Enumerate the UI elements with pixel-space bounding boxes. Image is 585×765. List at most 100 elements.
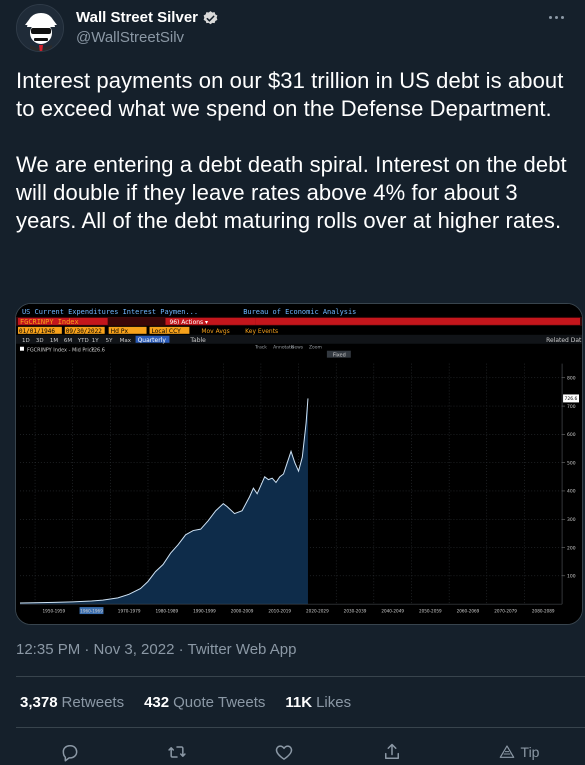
y-tick-label: 300 xyxy=(567,517,576,523)
x-tick-label: 2070-2079 xyxy=(494,609,517,614)
y-tick-label: 600 xyxy=(567,432,576,438)
price-field: Hd Px xyxy=(111,328,129,335)
display-name-row: Wall Street Silver xyxy=(76,8,219,28)
period-button-1d: 1D xyxy=(22,338,30,344)
period-button-ytd: YTD xyxy=(77,338,89,344)
retweets-stat[interactable]: 3,378 Retweets xyxy=(20,693,124,713)
x-tick-label: 2060-2069 xyxy=(457,609,480,614)
tweet-media-chart[interactable]: US Current Expenditures Interest Paymen.… xyxy=(15,303,583,625)
divider xyxy=(16,727,585,728)
terminal-actions: 96) Actions ▾ xyxy=(169,319,208,326)
toolbar-track: Track xyxy=(254,345,267,351)
series-line xyxy=(19,398,309,604)
key-events: Key Events xyxy=(245,328,278,335)
reply-icon xyxy=(62,745,78,762)
period-button-1y: 1Y xyxy=(92,338,99,344)
ticker-box xyxy=(17,317,108,325)
x-tick-label: 2080-2089 xyxy=(532,609,555,614)
share-icon xyxy=(385,743,399,759)
x-tick-label: 2000-2009 xyxy=(231,609,254,614)
fixed-label: Fixed xyxy=(333,353,346,359)
reply-button[interactable] xyxy=(58,738,82,765)
avatar[interactable] xyxy=(16,4,64,52)
chart-image: US Current Expenditures Interest Paymen.… xyxy=(16,304,582,624)
share-button[interactable] xyxy=(380,738,404,765)
handle[interactable]: @WallStreetSilv xyxy=(76,29,185,46)
x-tick-label: 2030-2039 xyxy=(344,609,367,614)
x-tick-label: 2040-2049 xyxy=(381,609,404,614)
chart-grid xyxy=(19,363,563,605)
last-value-tag-box xyxy=(563,394,580,403)
tweet-timestamp[interactable]: 12:35 PM · Nov 3, 2022 · Twitter Web App xyxy=(16,641,297,658)
action-bar: Tip xyxy=(0,738,585,765)
tweet-paragraph-1: Interest payments on our $31 trillion in… xyxy=(16,68,564,121)
like-button[interactable] xyxy=(272,738,296,765)
period-button-1m: 1M xyxy=(50,338,58,344)
likes-count: 11K xyxy=(285,694,313,711)
frequency: Quarterly xyxy=(138,337,167,344)
period-button-max: Max xyxy=(120,338,132,344)
related-data: Related Dat xyxy=(546,337,582,344)
y-tick-label: 100 xyxy=(567,574,576,580)
x-tick-label: 1960-1969 xyxy=(80,609,103,614)
retweets-count: 3,378 xyxy=(20,694,58,711)
heart-icon xyxy=(275,745,293,760)
y-tick-label: 700 xyxy=(567,404,576,410)
tip-icon xyxy=(499,745,514,758)
x-tick-label: 1980-1989 xyxy=(155,609,178,614)
toolbar-annotate: Annotate xyxy=(273,345,294,351)
x-tick-label: 1970-1979 xyxy=(118,609,141,614)
quotes-count: 432 xyxy=(144,694,170,711)
quotes-label: Quote Tweets xyxy=(173,694,266,711)
tweet-paragraph-2: We are entering a debt death spiral. Int… xyxy=(16,152,567,233)
start-date: 01/01/1946 xyxy=(19,328,55,335)
avatar-image xyxy=(17,5,63,51)
retweets-label: Retweets xyxy=(61,694,125,711)
x-tick-label: 2050-2059 xyxy=(419,609,442,614)
tweet-text: Interest payments on our $31 trillion in… xyxy=(16,67,576,235)
period-buttons: 1D 3D 1M 6M YTD 1Y 5Y Max xyxy=(22,338,132,344)
terminal-source: Bureau of Economic Analysis xyxy=(243,308,356,316)
verified-badge-icon xyxy=(202,10,219,27)
likes-stat[interactable]: 11K Likes xyxy=(285,693,351,713)
display-name[interactable]: Wall Street Silver xyxy=(76,9,198,26)
toolbar-zoom: Zoom xyxy=(309,345,322,351)
retweet-button[interactable] xyxy=(165,738,189,765)
chart-area-series xyxy=(19,398,309,605)
tip-label: Tip xyxy=(520,744,540,760)
x-tick-highlight xyxy=(79,607,104,615)
x-tick-label: 1950-1959 xyxy=(43,609,66,614)
last-value-tag-text: 726.6 xyxy=(565,396,578,402)
more-options-icon[interactable] xyxy=(539,8,573,26)
tweet-header: Wall Street Silver @WallStreetSilv xyxy=(16,4,219,52)
x-tick-label: 2020-2029 xyxy=(306,609,329,614)
currency: Local CCY xyxy=(152,328,182,335)
table-label: Table xyxy=(189,337,206,344)
divider xyxy=(16,676,585,677)
tweet-stats: 3,378 Retweets 432 Quote Tweets 11K Likes xyxy=(20,693,351,713)
toolbar-news: News xyxy=(291,345,304,351)
mov-avgs: Mov Avgs xyxy=(201,328,229,335)
last-value-tag: 726.6 xyxy=(563,394,580,403)
area-fill xyxy=(19,398,308,605)
name-block: Wall Street Silver @WallStreetSilv xyxy=(76,8,219,48)
quotes-stat[interactable]: 432 Quote Tweets xyxy=(144,693,265,713)
terminal-title: US Current Expenditures Interest Paymen.… xyxy=(22,308,198,316)
y-tick-label: 800 xyxy=(567,376,576,382)
period-button-3d: 3D xyxy=(36,338,44,344)
likes-label: Likes xyxy=(316,694,352,711)
tip-button[interactable]: Tip xyxy=(494,738,544,765)
x-tick-label: 1990-1999 xyxy=(193,609,216,614)
ticker: FGCRINPY Index xyxy=(20,318,79,326)
y-tick-label: 200 xyxy=(567,545,576,551)
y-tick-label: 500 xyxy=(567,460,576,466)
x-tick-label: 2010-2019 xyxy=(268,609,291,614)
end-date: 09/30/2022 xyxy=(66,328,102,335)
chart-y-axis: 100 200 300 400 500 600 700 800 xyxy=(561,363,576,605)
y-tick-label: 400 xyxy=(567,489,576,495)
legend-value: 726.6 xyxy=(91,348,105,354)
period-button-5y: 5Y xyxy=(106,338,113,344)
period-button-6m: 6M xyxy=(64,338,72,344)
